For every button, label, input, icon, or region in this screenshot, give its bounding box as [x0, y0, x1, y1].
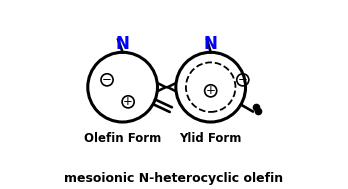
Text: Olefin Form: Olefin Form	[84, 132, 161, 145]
Text: N: N	[116, 35, 129, 53]
Text: +: +	[206, 84, 216, 97]
Text: −: −	[238, 73, 248, 86]
Text: +: +	[123, 95, 133, 108]
Text: −: −	[102, 73, 112, 86]
Circle shape	[176, 52, 246, 122]
Text: N: N	[204, 35, 218, 53]
Text: mesoionic N-heterocyclic olefin: mesoionic N-heterocyclic olefin	[64, 172, 284, 185]
Text: Ylid Form: Ylid Form	[180, 132, 242, 145]
Circle shape	[88, 52, 158, 122]
FancyArrowPatch shape	[158, 83, 175, 91]
